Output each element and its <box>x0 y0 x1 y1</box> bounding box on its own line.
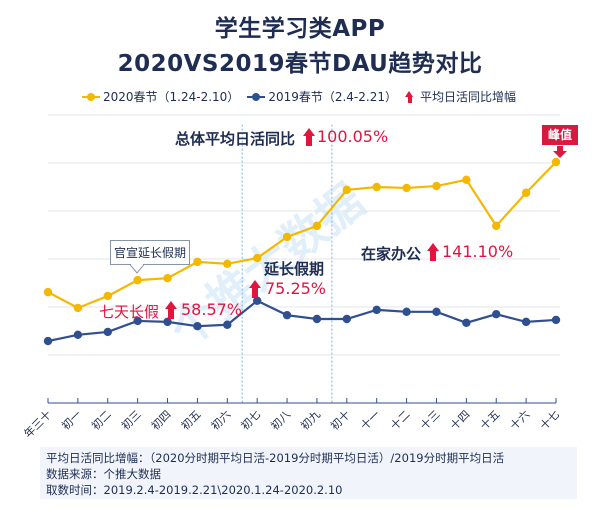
data-point-2020 <box>492 221 501 231</box>
data-point-2020 <box>163 274 172 283</box>
footer-period: 取数时间：2019.2.4-2019.2.21\2020.1.24-2020.2… <box>46 483 343 497</box>
data-point-2019 <box>521 317 531 327</box>
data-point-2020 <box>372 182 381 192</box>
x-tick-label: 初七 <box>238 407 263 432</box>
work-from-home-value: 141.10% <box>442 242 514 261</box>
data-point-2020 <box>462 175 471 184</box>
x-tick-label: 十六 <box>507 407 532 432</box>
data-point-2019 <box>193 322 202 331</box>
red-up-arrow-icon <box>165 301 177 319</box>
down-arrow-icon <box>553 146 567 158</box>
x-tick-label: 初五 <box>178 407 203 432</box>
red-up-arrow-icon <box>249 280 261 298</box>
data-point-2019 <box>462 318 471 328</box>
footer-source: 数据来源：个推大数据 <box>46 467 161 481</box>
data-point-2020 <box>551 157 561 167</box>
x-tick-label: 十五 <box>477 407 502 432</box>
data-point-2019 <box>432 307 441 316</box>
x-tick-label: 初三 <box>118 407 143 432</box>
data-point-2019 <box>133 316 142 326</box>
work-from-home-label: 在家办公 <box>361 245 422 263</box>
x-tick-label: 十七 <box>537 407 562 432</box>
data-point-2019 <box>342 314 352 324</box>
red-up-arrow-icon <box>303 128 315 146</box>
x-tick-label: 年三十 <box>21 407 54 440</box>
data-point-2019 <box>372 305 381 315</box>
x-tick-label: 十二 <box>387 407 412 432</box>
x-tick-label: 十一 <box>357 407 382 432</box>
x-tick-label: 十四 <box>447 407 472 432</box>
x-tick-label: 初二 <box>88 407 113 432</box>
x-tick-label: 初六 <box>208 407 233 432</box>
data-point-2020 <box>402 183 411 193</box>
legend-item-2019: 2019春节（2.4-2.21） <box>247 88 397 105</box>
x-tick-label: 初九 <box>298 407 323 432</box>
footer-notes: 平均日活同比增幅：（2020分时期平均日活-2019分时期平均日活）/2019分… <box>40 447 577 499</box>
data-point-2019 <box>43 336 53 346</box>
legend-label-2020: 2020春节（1.24-2.10） <box>103 90 240 104</box>
data-point-2019 <box>282 310 292 320</box>
overall-growth-label: 总体平均日活同比 <box>175 130 296 148</box>
legend: 2020春节（1.24-2.10） 2019春节（2.4-2.21） 平均日活同… <box>82 88 524 105</box>
data-point-2019 <box>402 307 411 316</box>
data-point-2020 <box>432 181 441 191</box>
data-point-2020 <box>193 257 202 267</box>
data-point-2019 <box>223 320 232 329</box>
data-point-2020 <box>73 303 83 313</box>
red-up-arrow-icon <box>427 243 439 261</box>
data-point-2019 <box>492 310 501 319</box>
legend-marker-2020 <box>82 92 100 102</box>
legend-label-growth: 平均日活同比增幅 <box>420 90 517 104</box>
footer-formula: 平均日活同比增幅：（2020分时期平均日活-2019分时期平均日活）/2019分… <box>46 451 505 465</box>
legend-label-2019: 2019春节（2.4-2.21） <box>268 90 397 104</box>
data-point-2020 <box>103 291 112 301</box>
data-point-2020 <box>312 221 322 231</box>
data-point-2020 <box>252 253 262 263</box>
data-point-2020 <box>133 275 142 285</box>
data-point-2019 <box>252 296 262 305</box>
data-point-2019 <box>73 330 83 340</box>
data-point-2020 <box>43 287 53 297</box>
x-tick-label: 十三 <box>417 407 442 432</box>
data-point-2019 <box>103 327 112 337</box>
seven-day-holiday-value: 58.57% <box>181 300 243 319</box>
announcement-callout: 官宣延长假期 <box>110 240 190 265</box>
chart-title-line1: 学生学习类APP <box>214 16 386 42</box>
seven-day-holiday-label: 七天长假 <box>99 303 160 321</box>
series-line-2020 <box>47 161 557 310</box>
data-point-2019 <box>551 315 561 325</box>
chart-title-line2: 2020VS2019春节DAU趋势对比 <box>117 51 483 77</box>
x-tick-label: 初一 <box>59 407 84 432</box>
overall-growth-value: 100.05% <box>317 127 389 146</box>
data-point-2020 <box>521 188 531 197</box>
peak-badge: 峰值 <box>542 125 578 145</box>
x-tick-label: 初十 <box>327 407 352 432</box>
data-point-2020 <box>223 259 232 268</box>
series-line-2019 <box>47 299 557 343</box>
data-point-2019 <box>163 317 172 327</box>
x-tick-label: 初八 <box>268 407 293 432</box>
legend-marker-2019 <box>247 92 266 102</box>
x-tick-label: 初四 <box>148 407 173 432</box>
legend-item-2020: 2020春节（1.24-2.10） <box>82 88 239 105</box>
red-up-arrow-icon <box>405 90 414 103</box>
legend-item-growth: 平均日活同比增幅 <box>405 88 516 105</box>
data-point-2020 <box>342 185 352 195</box>
extended-holiday-value: 75.25% <box>265 279 327 298</box>
data-point-2020 <box>282 232 292 242</box>
extended-holiday-label: 延长假期 <box>264 260 325 278</box>
data-point-2019 <box>312 314 322 324</box>
